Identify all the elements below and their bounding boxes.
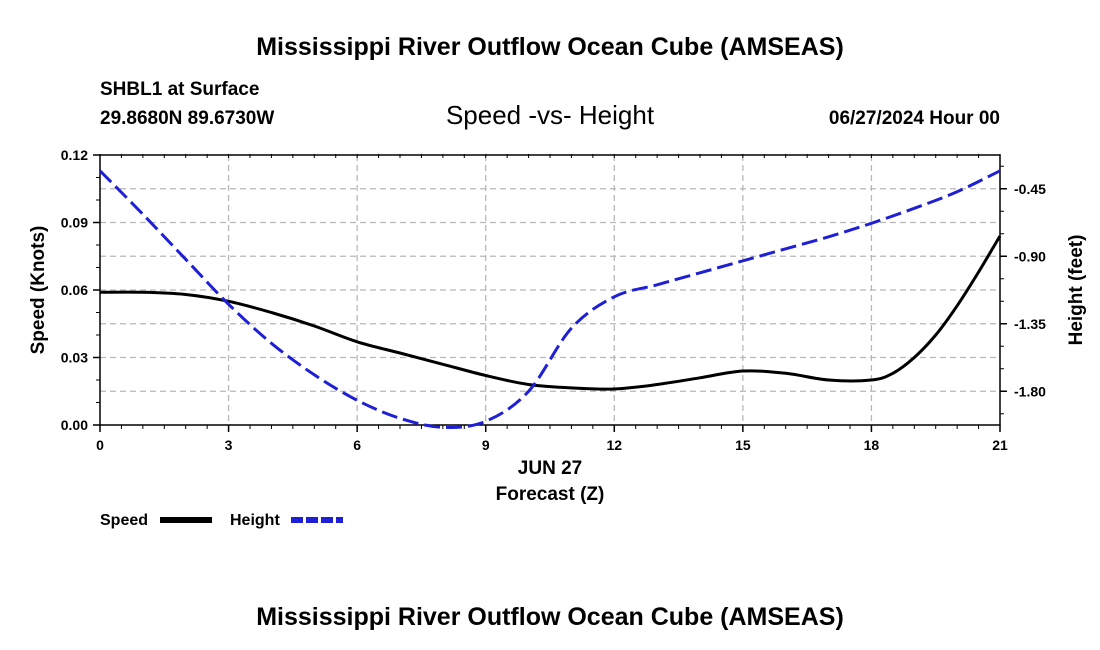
legend-speed-label: Speed: [100, 512, 148, 529]
x-axis-label: Forecast (Z): [496, 484, 605, 505]
y2-tick-label: -0.45: [1014, 181, 1046, 197]
x-tick-label: 9: [482, 437, 490, 453]
x-date-label: JUN 27: [518, 458, 582, 479]
series: [98, 169, 1002, 429]
height-series-line: [98, 169, 1001, 429]
y-tick-label: 0.12: [61, 147, 88, 163]
y2-axis-label: Height (feet): [1066, 235, 1087, 346]
legend-height-label: Height: [230, 512, 280, 529]
datetime-label: 06/27/2024 Hour 00: [829, 108, 1000, 129]
x-tick-label: 6: [353, 437, 361, 453]
station-label: SHBL1 at Surface: [100, 79, 259, 100]
coordinates-label: 29.8680N 89.6730W: [100, 108, 274, 129]
x-tick-label: 15: [735, 437, 751, 453]
chart-title: Speed -vs- Height: [446, 100, 655, 130]
y2-tick-label: -1.35: [1014, 316, 1046, 332]
x-tick-label: 12: [606, 437, 622, 453]
y2-tick-label: -0.90: [1014, 248, 1046, 264]
x-tick-label: 18: [864, 437, 880, 453]
x-tick-label: 21: [992, 437, 1008, 453]
tick-labels: 0 3 6 9 12 15 18 21 0.00 0.03 0.06 0.09 0.12 -0.45 -0.…: [61, 147, 1046, 453]
minor-ticks: [93, 154, 1007, 432]
grid: [100, 155, 1000, 425]
page-title: Mississippi River Outflow Ocean Cube (AM…: [256, 33, 844, 61]
y-axis-label: Speed (Knots): [28, 226, 49, 355]
y-tick-label: 0.00: [61, 417, 88, 433]
y-tick-label: 0.06: [61, 282, 88, 298]
x-tick-label: 3: [225, 437, 233, 453]
y2-tick-label: -1.80: [1014, 383, 1046, 399]
x-tick-label: 0: [96, 437, 104, 453]
y-tick-label: 0.03: [61, 350, 88, 366]
footer-title: Mississippi River Outflow Ocean Cube (AM…: [256, 603, 844, 631]
y-tick-label: 0.09: [61, 215, 88, 231]
speed-series-line: [99, 235, 1002, 391]
